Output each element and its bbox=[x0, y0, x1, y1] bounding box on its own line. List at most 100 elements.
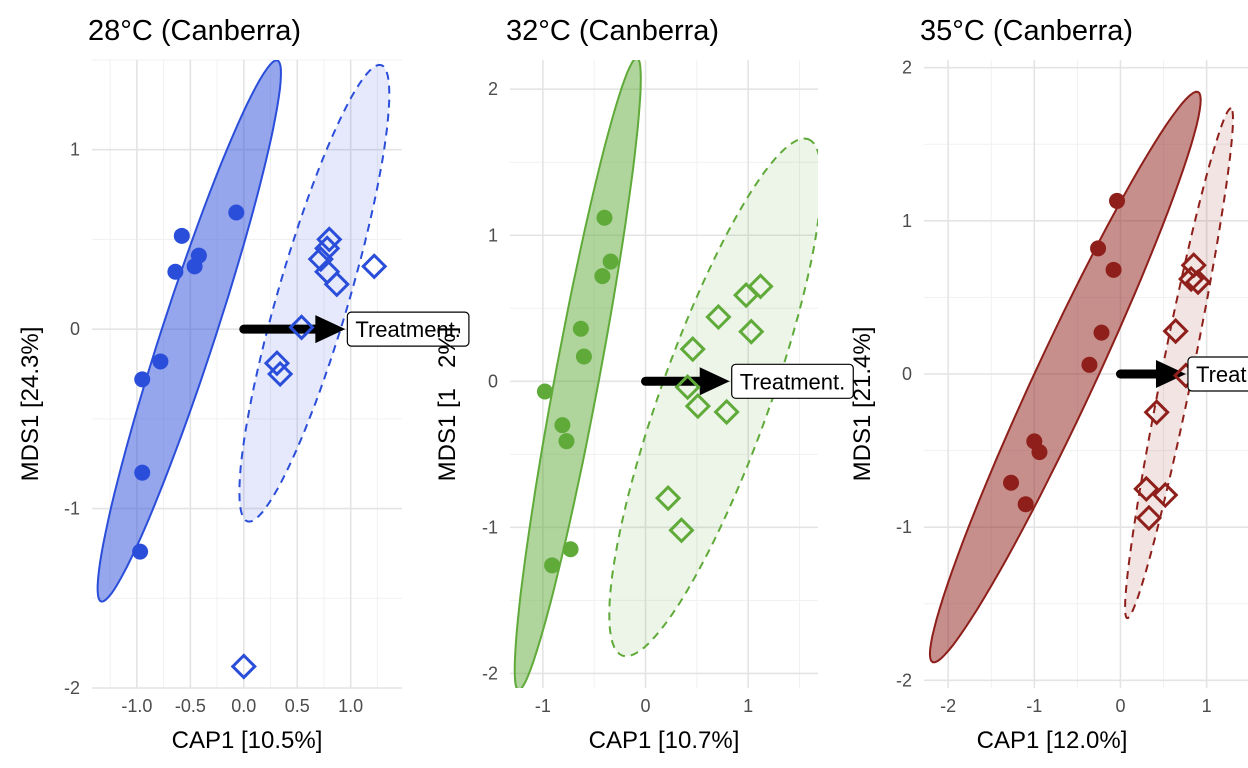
point-diamond bbox=[747, 273, 774, 300]
point-circle bbox=[134, 464, 151, 481]
plot-area bbox=[96, 60, 391, 680]
point-circle bbox=[562, 541, 579, 558]
point-circle bbox=[186, 258, 203, 275]
ellipse-dashed bbox=[608, 137, 818, 658]
point-diamond bbox=[674, 374, 701, 401]
point-circle bbox=[134, 371, 151, 388]
panel-2: -1 0 1 -2 -1 0 1 2 32°C (Canberra) CAP1 [10.7%] bbox=[482, 15, 818, 754]
y-tick-label: 0 bbox=[488, 371, 498, 391]
x-axis-label: CAP1 [12.0%] bbox=[977, 727, 1128, 754]
x-axis-label: CAP1 [10.5%] bbox=[172, 727, 323, 754]
ellipse-solid bbox=[928, 90, 1202, 664]
point-circle bbox=[1093, 324, 1110, 341]
ellipse-dashed bbox=[1124, 107, 1235, 620]
point-diamond bbox=[323, 271, 350, 298]
y-axis-label: MDS1 [24.3%] bbox=[17, 327, 44, 482]
panel-1: -1.0 -0.5 0.0 0.5 1.0 -2 -1 0 1 28°C (Canberra) CA… bbox=[64, 15, 402, 754]
treatment-label: Treatment. bbox=[731, 363, 854, 399]
x-tick-label: -1 bbox=[1026, 696, 1042, 716]
point-diamond bbox=[230, 653, 257, 680]
point-circle bbox=[152, 353, 169, 370]
y-tick-label: 1 bbox=[902, 211, 912, 231]
point-diamond bbox=[1143, 399, 1170, 426]
x-tick-label: 0 bbox=[641, 696, 651, 716]
y-tick-label: 1 bbox=[488, 225, 498, 245]
y-tick-label: -1 bbox=[896, 517, 912, 537]
x-tick-label: 1 bbox=[743, 696, 753, 716]
point-diamond bbox=[705, 303, 732, 331]
point-diamond bbox=[738, 318, 765, 345]
treatment-arrow-head bbox=[699, 367, 730, 396]
plot-area bbox=[928, 90, 1235, 664]
point-diamond bbox=[307, 246, 334, 273]
point-diamond bbox=[679, 336, 706, 363]
treatment-label: Treatment. bbox=[1187, 356, 1248, 392]
point-circle bbox=[544, 557, 561, 574]
y-tick-label: 0 bbox=[902, 364, 912, 384]
point-diamond bbox=[733, 282, 760, 309]
y-tick-label: 2 bbox=[488, 79, 498, 99]
point-circle bbox=[554, 417, 571, 434]
point-circle bbox=[1017, 496, 1034, 513]
point-diamond bbox=[267, 360, 294, 388]
point-circle bbox=[558, 433, 575, 450]
x-axis-label: CAP1 [10.7%] bbox=[589, 727, 740, 754]
y-tick-label: -2 bbox=[482, 663, 498, 683]
point-circle bbox=[173, 227, 190, 244]
treatment-label-box bbox=[346, 311, 470, 347]
treatment-label-text: Treatment. bbox=[355, 317, 461, 342]
panel-title: 35°C (Canberra) bbox=[920, 15, 1133, 47]
panel-title: 32°C (Canberra) bbox=[506, 15, 719, 47]
point-circle bbox=[602, 253, 619, 270]
y-tick-label: -1 bbox=[64, 499, 80, 519]
treatment-arrow-head bbox=[315, 315, 346, 344]
x-tick-label: 0 bbox=[1115, 696, 1125, 716]
treatment-label-text: Treatment. bbox=[740, 369, 846, 394]
y-axis-label: MDS1 [21.4%] bbox=[849, 327, 876, 482]
y-tick-label: -2 bbox=[64, 678, 80, 698]
point-circle bbox=[594, 268, 611, 285]
point-circle bbox=[596, 209, 613, 226]
point-diamond bbox=[1178, 265, 1205, 293]
x-tick-label: -1.0 bbox=[121, 696, 152, 716]
panel-title: 28°C (Canberra) bbox=[88, 15, 301, 47]
x-tick-label: 1 bbox=[1202, 696, 1212, 716]
point-diamond bbox=[1184, 268, 1212, 296]
point-circle bbox=[536, 383, 553, 400]
point-circle bbox=[572, 320, 589, 337]
y-tick-label: 2 bbox=[902, 58, 912, 78]
plot-area bbox=[513, 60, 818, 688]
y-tick-label: -1 bbox=[482, 517, 498, 537]
point-circle bbox=[1081, 356, 1098, 373]
x-tick-label: 0.5 bbox=[285, 696, 310, 716]
x-tick-label: -0.5 bbox=[175, 696, 206, 716]
x-tick-label: 1.0 bbox=[338, 696, 363, 716]
point-diamond bbox=[361, 253, 388, 280]
point-circle bbox=[575, 348, 592, 365]
x-tick-label: 0.0 bbox=[231, 696, 256, 716]
point-circle bbox=[167, 263, 184, 280]
y-tick-label: 0 bbox=[70, 319, 80, 339]
treatment-label-text: Treatment. bbox=[1196, 362, 1248, 387]
point-diamond bbox=[668, 517, 695, 544]
point-circle bbox=[132, 543, 149, 560]
point-diamond bbox=[1152, 481, 1179, 509]
point-diamond bbox=[713, 398, 740, 426]
treatment-label-box bbox=[731, 363, 854, 399]
point-diamond bbox=[263, 350, 291, 377]
point-diamond bbox=[684, 393, 712, 420]
point-diamond bbox=[1133, 475, 1160, 502]
point-diamond bbox=[316, 226, 343, 253]
point-circle bbox=[228, 204, 245, 221]
point-circle bbox=[1031, 444, 1048, 461]
y-axis-label: MDS1 [1 2%] bbox=[434, 327, 461, 482]
point-circle bbox=[1109, 192, 1126, 209]
point-circle bbox=[1090, 240, 1107, 257]
y-tick-label: 1 bbox=[70, 140, 80, 160]
point-circle bbox=[1105, 261, 1122, 278]
point-diamond bbox=[654, 485, 682, 512]
treatment-label: Treatment. bbox=[346, 311, 470, 347]
ellipse-dashed bbox=[238, 63, 391, 523]
point-circle bbox=[1003, 474, 1020, 491]
